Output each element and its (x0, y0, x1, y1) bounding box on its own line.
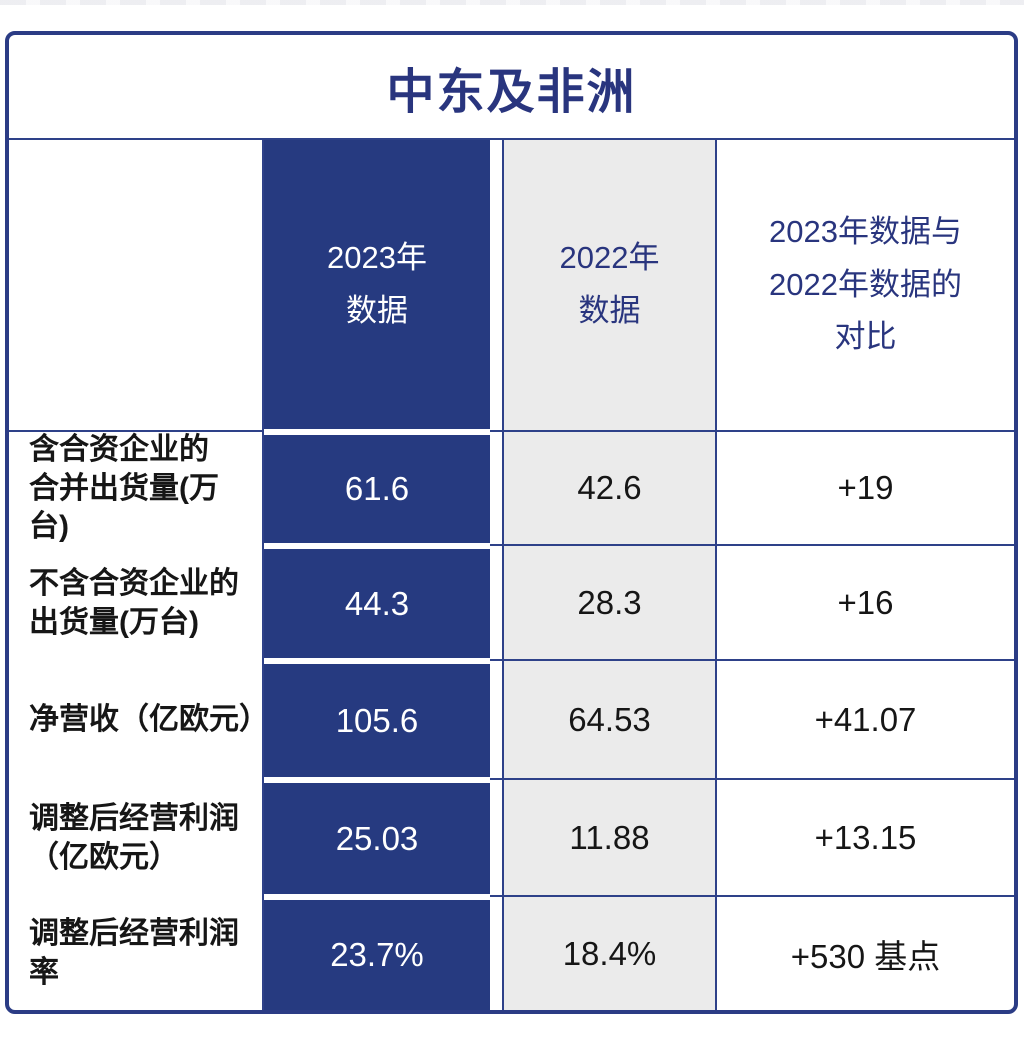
row-label-adjusted-operating-margin: 调整后经营利润率 (9, 897, 264, 1010)
value-compare-shipments-incl-jv: +19 (717, 432, 1014, 546)
row-label-adjusted-operating-profit: 调整后经营利润 （亿欧元） (9, 780, 264, 897)
column-gap (490, 432, 502, 546)
row-label-shipments-incl-jv: 含合资企业的 合并出货量(万台) (9, 432, 264, 546)
value-2022-adjusted-operating-profit: 11.88 (502, 780, 717, 897)
value-compare-adjusted-operating-profit: +13.15 (717, 780, 1014, 897)
value-2023-shipments-excl-jv: 44.3 (264, 549, 490, 658)
region-data-table: 中东及非洲 2023年 数据 2022年 数据 2023年数据与 2022年数据… (9, 35, 1014, 1010)
row-label-net-revenue: 净营收（亿欧元） (9, 661, 269, 780)
column-gap (490, 546, 502, 661)
column-header-2022: 2022年 数据 (502, 140, 717, 432)
value-2023-adjusted-operating-profit: 25.03 (264, 783, 490, 894)
value-2022-net-revenue: 64.53 (502, 661, 717, 780)
column-header-compare: 2023年数据与 2022年数据的 对比 (717, 140, 1014, 432)
column-header-2023: 2023年 数据 (264, 140, 490, 429)
value-2023-net-revenue: 105.6 (264, 664, 490, 777)
region-data-table-card: 中东及非洲 2023年 数据 2022年 数据 2023年数据与 2022年数据… (5, 31, 1018, 1014)
column-gap (490, 897, 502, 1010)
row-label-shipments-excl-jv: 不含合资企业的 出货量(万台) (9, 546, 264, 661)
value-compare-net-revenue: +41.07 (717, 661, 1014, 780)
value-compare-adjusted-operating-margin: +530 基点 (790, 937, 941, 975)
value-2022-shipments-incl-jv: 42.6 (502, 432, 717, 546)
value-2022-adjusted-operating-margin: 18.4% (502, 897, 717, 1010)
column-gap (490, 780, 502, 897)
value-2023-shipments-incl-jv: 61.6 (264, 435, 490, 543)
column-gap (490, 140, 502, 432)
value-2023-adjusted-operating-margin: 23.7% (264, 900, 490, 1010)
header-label-empty-cell (9, 140, 264, 432)
cropped-edge-artifact (0, 0, 1024, 5)
column-gap (490, 661, 502, 780)
value-2022-shipments-excl-jv: 28.3 (502, 546, 717, 661)
value-compare-shipments-excl-jv: +16 (717, 546, 1014, 661)
table-title: 中东及非洲 (9, 35, 1014, 140)
